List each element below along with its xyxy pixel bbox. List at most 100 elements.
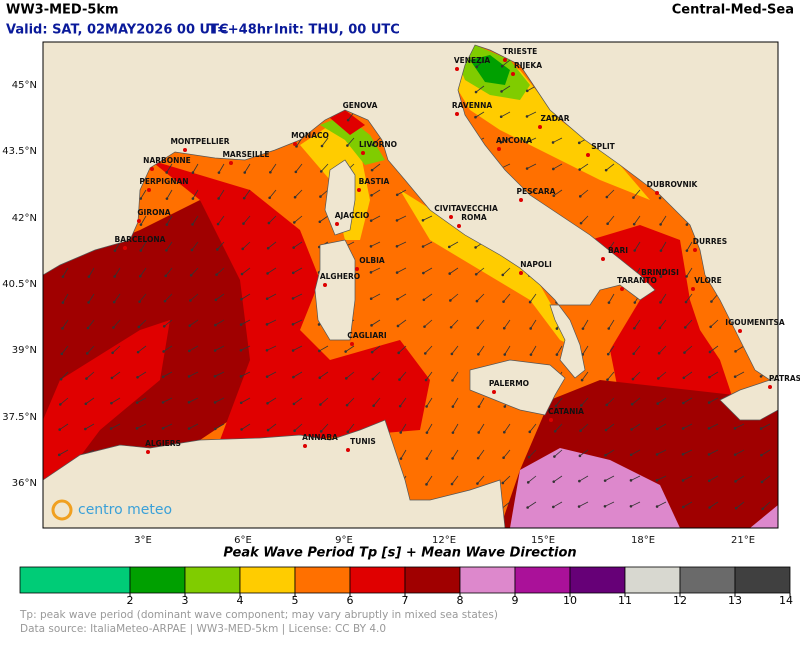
arrow (553, 501, 563, 508)
arrow-head (527, 455, 531, 459)
arrow-head (552, 194, 556, 198)
arrow-head (656, 402, 660, 405)
arrow (502, 475, 511, 484)
arrow (163, 319, 173, 327)
arrow-head (266, 401, 269, 405)
arrow-head (685, 275, 688, 278)
arrow-head (659, 249, 663, 252)
arrow-head (292, 246, 295, 249)
city-label: CAGLIARI (347, 331, 387, 340)
arrow-head (239, 323, 243, 326)
arrow-head (369, 245, 373, 248)
arrow (214, 397, 225, 403)
arrow (319, 215, 329, 223)
arrow (321, 137, 329, 147)
city-label: ALGHERO (320, 272, 360, 281)
arrow (709, 501, 719, 508)
arrow (345, 345, 355, 352)
arrow (708, 449, 719, 455)
logo-icon (51, 499, 73, 521)
lat-label: 42°N (12, 213, 37, 224)
arrow (478, 397, 485, 407)
arrow-head (424, 378, 428, 382)
arrow-head (529, 327, 532, 330)
arrow-head (293, 429, 296, 433)
arrow-head (291, 271, 295, 275)
arrow (422, 241, 433, 247)
arrow (634, 319, 641, 329)
arrow (526, 111, 537, 117)
arrow-head (733, 427, 737, 430)
arrow (165, 267, 173, 277)
arrow-head (707, 479, 711, 483)
arrow-head (606, 352, 610, 356)
arrow-head (109, 427, 113, 430)
arrow (633, 215, 641, 225)
arrow-head (450, 352, 454, 356)
arrow (580, 423, 589, 431)
arrow-head (319, 195, 322, 198)
city-dot (643, 279, 647, 283)
city-label: MARSEILLE (222, 150, 269, 159)
arrow-head (292, 375, 295, 379)
arrow (242, 241, 251, 250)
arrow (452, 371, 459, 381)
arrow-head (631, 377, 635, 381)
lon-label: 3°E (134, 535, 152, 546)
arrow-head (111, 351, 114, 355)
arrow-head (139, 249, 143, 252)
arrow (683, 397, 693, 404)
arrow-head (187, 349, 191, 353)
arrow (162, 397, 173, 403)
arrow-head (113, 249, 117, 252)
lon-label: 18°E (631, 535, 655, 546)
arrow-head (191, 171, 195, 174)
arrow-head (659, 301, 662, 304)
colorbar-segment (349, 566, 406, 594)
arrow (88, 293, 95, 303)
city-dot (146, 450, 150, 454)
arrow-head (369, 219, 373, 222)
arrow-head (605, 195, 609, 199)
city-dot (303, 444, 307, 448)
arrow (424, 319, 433, 327)
arrow-head (476, 482, 479, 485)
arrow (113, 293, 121, 303)
arrow (452, 449, 459, 459)
arrow-head (707, 453, 711, 456)
arrow (501, 59, 511, 67)
arrow (372, 137, 381, 146)
arrow (449, 267, 459, 274)
arrow (85, 423, 95, 430)
arrow (580, 189, 589, 197)
arrow (554, 449, 563, 457)
arrow-head (346, 144, 349, 147)
city-label: AJACCIO (335, 211, 370, 220)
city-dot (355, 267, 359, 271)
arrow (267, 267, 277, 274)
arrow (556, 345, 563, 355)
arrow (371, 345, 381, 353)
arrow-head (683, 326, 687, 329)
arrow-head (603, 479, 607, 482)
arrow-head (240, 428, 243, 431)
arrow-head (319, 170, 323, 173)
arrow-head (503, 430, 506, 434)
arrow-head (137, 325, 141, 329)
city-label: BARCELONA (115, 235, 166, 244)
arrow-head (165, 171, 168, 174)
arrow-head (291, 297, 295, 300)
arrow (607, 345, 615, 355)
arrow-head (396, 324, 400, 328)
arrow-head (265, 323, 269, 326)
city-label: RAVENNA (452, 101, 493, 110)
arrow (631, 423, 641, 430)
city-label: PERPIGNAN (139, 177, 188, 186)
arrow (452, 397, 459, 407)
city-label: NARBONNE (143, 156, 191, 165)
arrow (526, 163, 537, 169)
arrow-head (659, 275, 663, 278)
arrow-head (214, 323, 217, 327)
arrow-head (188, 324, 192, 327)
arrow (478, 423, 485, 433)
